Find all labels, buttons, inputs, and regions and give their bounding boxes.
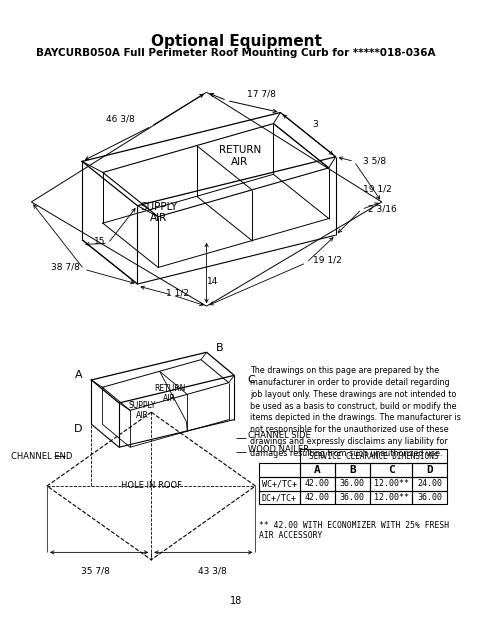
Text: 15: 15 xyxy=(94,237,105,246)
Text: WOOD NAILER: WOOD NAILER xyxy=(248,445,309,454)
Text: C: C xyxy=(247,375,255,385)
Text: 36.00: 36.00 xyxy=(340,479,365,488)
Bar xyxy=(299,463,335,477)
Bar xyxy=(259,463,299,477)
Text: D: D xyxy=(426,465,433,475)
Bar xyxy=(335,463,370,477)
Text: 35 7/8: 35 7/8 xyxy=(81,566,109,575)
Text: 12.00**: 12.00** xyxy=(374,479,408,488)
Text: 1 1/2: 1 1/2 xyxy=(165,289,189,298)
Text: WC+/TC+: WC+/TC+ xyxy=(262,479,297,488)
Text: 18: 18 xyxy=(230,596,242,606)
Bar xyxy=(335,491,370,504)
Text: 19 1/2: 19 1/2 xyxy=(313,255,342,264)
Bar xyxy=(299,449,447,463)
Text: 3 5/8: 3 5/8 xyxy=(363,157,387,166)
Text: 42.00: 42.00 xyxy=(305,493,330,502)
Bar xyxy=(259,491,299,504)
Text: SERVICE CLEARANCE DIMENSIONS: SERVICE CLEARANCE DIMENSIONS xyxy=(309,451,438,461)
Text: 12.00**: 12.00** xyxy=(374,493,408,502)
Text: 19 1/2: 19 1/2 xyxy=(363,184,392,193)
Bar xyxy=(412,491,447,504)
Text: 46 3/8: 46 3/8 xyxy=(106,115,135,124)
Text: Optional Equipment: Optional Equipment xyxy=(150,34,322,49)
Text: 43 3/8: 43 3/8 xyxy=(198,566,227,575)
Text: B: B xyxy=(216,342,223,353)
Text: 42.00: 42.00 xyxy=(305,479,330,488)
Text: 17 7/8: 17 7/8 xyxy=(248,90,276,99)
Text: 36.00: 36.00 xyxy=(340,493,365,502)
Bar xyxy=(370,463,412,477)
Text: ** 42.00 WITH ECONOMIZER WITH 25% FRESH
AIR ACCESSORY: ** 42.00 WITH ECONOMIZER WITH 25% FRESH … xyxy=(259,521,449,540)
Bar xyxy=(412,463,447,477)
Text: 14: 14 xyxy=(207,276,219,286)
Bar xyxy=(370,491,412,504)
Text: DC+/TC+: DC+/TC+ xyxy=(262,493,297,502)
Bar xyxy=(259,477,299,491)
Text: A: A xyxy=(74,371,82,380)
Bar xyxy=(370,477,412,491)
Text: B: B xyxy=(349,465,355,475)
Bar xyxy=(299,477,335,491)
Text: 24.00: 24.00 xyxy=(417,479,442,488)
Text: 36.00: 36.00 xyxy=(417,493,442,502)
Text: RETURN
AIR: RETURN AIR xyxy=(218,145,261,166)
Bar xyxy=(299,491,335,504)
Text: BAYCURB050A Full Perimeter Roof Mounting Curb for *****018-036A: BAYCURB050A Full Perimeter Roof Mounting… xyxy=(36,47,436,58)
Text: D: D xyxy=(74,424,82,434)
Text: CHANNEL END: CHANNEL END xyxy=(11,452,72,461)
Text: C: C xyxy=(388,465,395,475)
Bar xyxy=(335,477,370,491)
Text: SUPPLY
AIR: SUPPLY AIR xyxy=(128,401,156,420)
Text: HOLE IN ROOF: HOLE IN ROOF xyxy=(121,481,182,490)
Text: RETURN
AIR: RETURN AIR xyxy=(154,384,186,403)
Bar xyxy=(412,477,447,491)
Text: 2 3/16: 2 3/16 xyxy=(368,205,396,214)
Text: 38 7/8: 38 7/8 xyxy=(51,263,80,272)
Text: The drawings on this page are prepared by the
manufacturer in order to provide d: The drawings on this page are prepared b… xyxy=(250,366,461,458)
Text: A: A xyxy=(314,465,321,475)
Text: CHANNEL SIDE: CHANNEL SIDE xyxy=(248,431,311,440)
Text: SUPPLY
AIR: SUPPLY AIR xyxy=(141,202,178,223)
Text: 3: 3 xyxy=(313,120,318,129)
